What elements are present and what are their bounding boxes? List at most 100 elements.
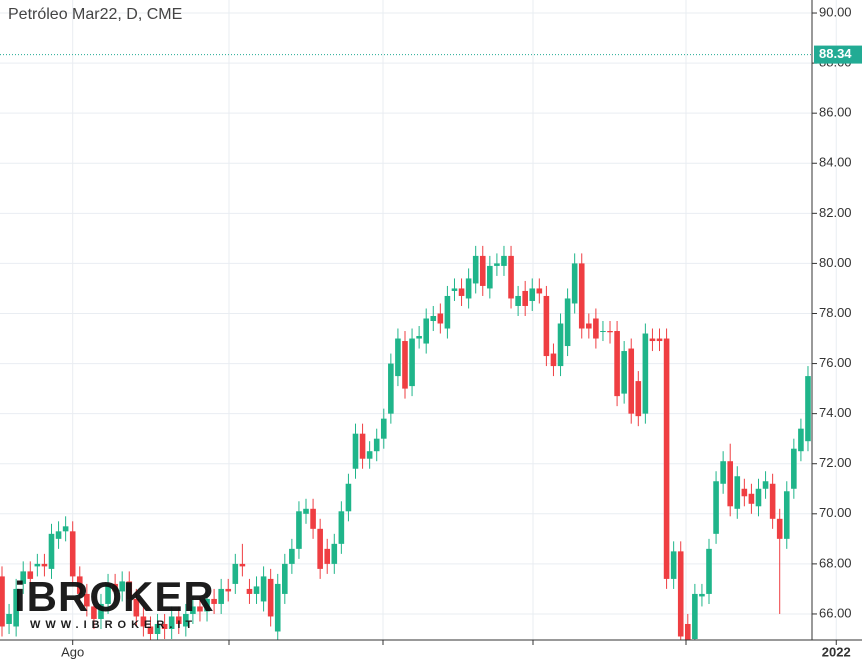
candle-body xyxy=(331,543,338,564)
candle-body xyxy=(204,598,210,612)
y-tick-label: 78.00 xyxy=(819,305,852,320)
candle-body xyxy=(684,623,691,640)
candle-body xyxy=(621,351,627,394)
candle-body xyxy=(564,298,571,347)
y-tick-label: 84.00 xyxy=(819,155,852,170)
candle-body xyxy=(168,616,175,629)
candle-body xyxy=(755,488,762,507)
y-tick-label: 70.00 xyxy=(819,505,852,520)
candle-body xyxy=(734,476,741,509)
candle-body xyxy=(296,511,302,549)
candle-body xyxy=(501,255,507,266)
candle-body xyxy=(812,371,818,376)
candle-body xyxy=(614,331,620,397)
candle-body xyxy=(458,288,465,296)
candle-body xyxy=(388,363,394,414)
candle-body xyxy=(246,588,253,594)
candle-body xyxy=(267,578,274,617)
candle-body xyxy=(183,613,189,627)
candle-body xyxy=(607,331,613,333)
candle-body xyxy=(41,563,48,567)
candle-body xyxy=(663,338,670,579)
candle-body xyxy=(699,593,705,597)
candle-body xyxy=(656,338,663,342)
candle-body xyxy=(515,295,521,306)
grid xyxy=(0,0,837,640)
candle-body xyxy=(593,318,599,339)
candle-body xyxy=(112,583,118,592)
candle-body xyxy=(6,613,12,624)
chart-title: Petróleo Mar22, D, CME xyxy=(8,6,182,23)
candle-body xyxy=(126,581,133,599)
candle-body xyxy=(282,563,288,594)
candle-body xyxy=(154,623,161,634)
candle-body xyxy=(317,528,323,569)
y-tick-label: 90.00 xyxy=(819,4,852,19)
candles xyxy=(0,245,818,640)
candle-body xyxy=(409,338,415,387)
candle-body xyxy=(416,336,422,339)
candle-body xyxy=(76,576,83,594)
candle-body xyxy=(522,290,528,306)
candle-body xyxy=(776,518,783,539)
watermark: iBROKER WWW.IBROKER.IT xyxy=(14,573,215,631)
candle-body xyxy=(105,583,111,604)
candle-body xyxy=(147,626,154,634)
y-tick-label: 66.00 xyxy=(819,605,852,620)
candle-body xyxy=(444,295,451,329)
candle-body xyxy=(783,491,790,539)
candle-body xyxy=(175,616,182,624)
candle-body xyxy=(769,483,776,519)
candle-body xyxy=(98,603,104,619)
candle-body xyxy=(692,593,698,639)
candle-body xyxy=(543,295,550,357)
candle-body xyxy=(119,581,125,592)
last-price-tag xyxy=(814,45,862,64)
candle-body xyxy=(62,526,69,532)
candle-body xyxy=(402,341,408,389)
candle-body xyxy=(0,576,5,627)
candle-body xyxy=(13,588,19,627)
candle-body xyxy=(642,333,649,414)
candle-body xyxy=(465,278,472,299)
candle-body xyxy=(55,531,62,539)
candle-body xyxy=(274,583,281,632)
candle-body xyxy=(741,488,748,497)
candle-body xyxy=(366,451,373,459)
candle-body xyxy=(211,598,217,604)
candle-body xyxy=(508,255,514,299)
candle-body xyxy=(373,438,380,452)
candle-body xyxy=(536,288,543,294)
candle-body xyxy=(395,338,401,377)
y-tick-label: 72.00 xyxy=(819,455,852,470)
candle-body xyxy=(762,481,769,489)
candle-body xyxy=(345,483,352,512)
candle-body xyxy=(479,255,486,286)
candle-body xyxy=(310,508,316,529)
candle-body xyxy=(720,461,726,484)
candle-body xyxy=(529,288,536,301)
candle-body xyxy=(352,433,359,469)
candle-body xyxy=(430,315,437,322)
candle-body xyxy=(472,255,479,284)
candle-body xyxy=(324,548,331,564)
candle-body xyxy=(571,263,578,304)
candle-body xyxy=(239,563,246,567)
candle-body xyxy=(451,288,458,291)
candle-body xyxy=(253,586,260,594)
last-price-label: 88.34 xyxy=(819,46,852,61)
candle-body xyxy=(232,563,239,584)
y-tick-label: 74.00 xyxy=(819,405,852,420)
candle-body xyxy=(670,551,677,579)
watermark-brand: iBROKER xyxy=(14,573,215,620)
y-tick-label: 68.00 xyxy=(819,555,852,570)
candle-body xyxy=(190,606,196,614)
candle-body xyxy=(197,606,203,612)
candle-body xyxy=(380,418,387,439)
candle-body xyxy=(260,576,267,602)
candle-body xyxy=(791,448,797,489)
candle-body xyxy=(557,323,564,367)
candle-body xyxy=(600,331,606,333)
candle-body xyxy=(437,313,444,324)
